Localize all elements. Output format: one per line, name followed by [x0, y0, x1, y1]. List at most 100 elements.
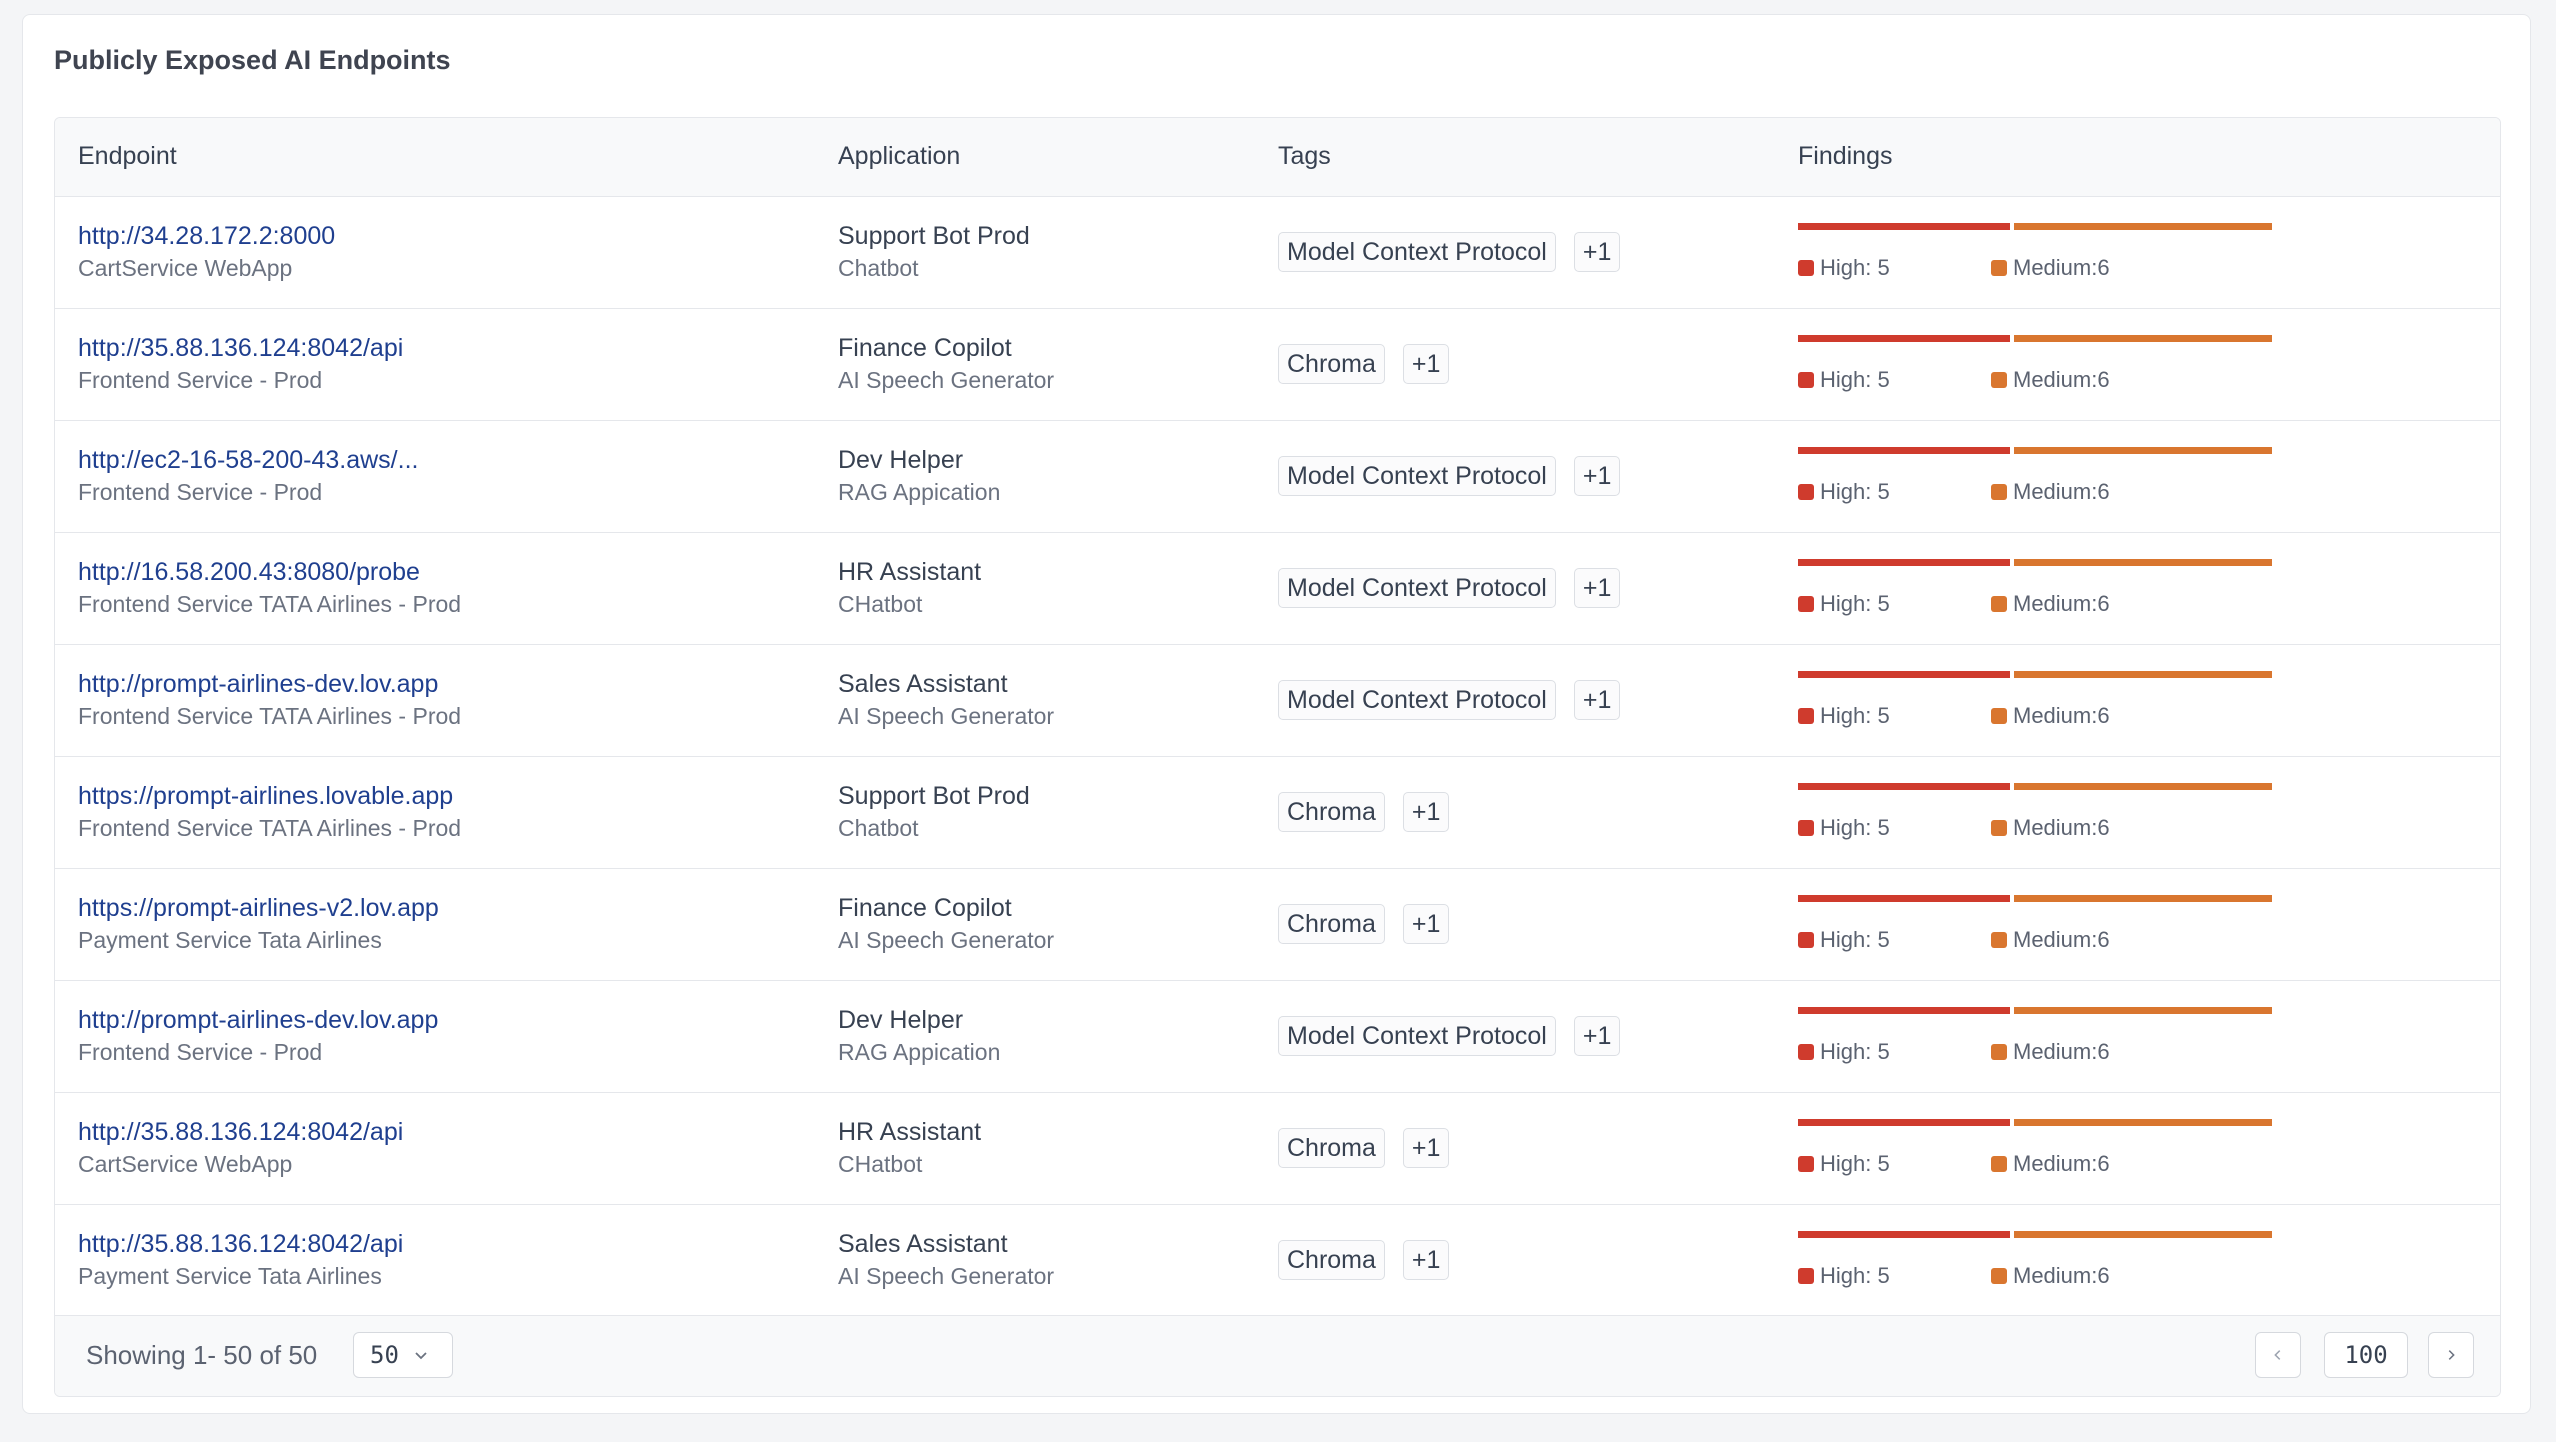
table-row[interactable]: http://35.88.136.124:8042/api CartServic… [55, 1092, 2500, 1204]
endpoints-card: Publicly Exposed AI Endpoints Endpoint A… [22, 14, 2531, 1414]
endpoint-link[interactable]: http://prompt-airlines-dev.lov.app [78, 670, 439, 698]
findings-legend: High: 5 Medium:6 [1798, 703, 2500, 729]
findings-legend: High: 5 Medium:6 [1798, 479, 2500, 505]
column-header-tags[interactable]: Tags [1278, 118, 1798, 197]
more-tags-chip[interactable]: +1 [1402, 904, 1450, 944]
high-legend: High: 5 [1798, 367, 1890, 393]
table-row[interactable]: http://16.58.200.43:8080/probe Frontend … [55, 532, 2500, 644]
application-type: Chatbot [838, 815, 919, 841]
more-tags-chip[interactable]: +1 [1573, 680, 1621, 720]
more-tags-chip[interactable]: +1 [1573, 232, 1621, 272]
page-size-value: 50 [370, 1341, 399, 1369]
findings-cell: High: 5 Medium:6 [1798, 420, 2500, 532]
tag-chip[interactable]: Model Context Protocol [1278, 1016, 1556, 1056]
column-header-application[interactable]: Application [838, 118, 1278, 197]
more-tags-chip[interactable]: +1 [1402, 1240, 1450, 1280]
medium-legend: Medium:6 [1991, 815, 2110, 841]
more-tags-chip[interactable]: +1 [1402, 1128, 1450, 1168]
high-dot-icon [1798, 708, 1814, 724]
more-tags-chip[interactable]: +1 [1573, 1016, 1621, 1056]
application-type: AI Speech Generator [838, 1263, 1055, 1289]
medium-count: Medium:6 [2013, 703, 2110, 728]
endpoint-link[interactable]: https://prompt-airlines-v2.lov.app [78, 894, 439, 922]
table-row[interactable]: https://prompt-airlines.lovable.app Fron… [55, 756, 2500, 868]
tag-chip[interactable]: Chroma [1278, 1128, 1385, 1168]
findings-legend: High: 5 Medium:6 [1798, 1263, 2500, 1289]
findings-bar [1798, 447, 2272, 457]
tag-chip[interactable]: Chroma [1278, 904, 1385, 944]
high-count: High: 5 [1820, 479, 1890, 504]
tag-chip[interactable]: Model Context Protocol [1278, 568, 1556, 608]
high-legend: High: 5 [1798, 479, 1890, 505]
tag-chip[interactable]: Model Context Protocol [1278, 456, 1556, 496]
table-row[interactable]: http://prompt-airlines-dev.lov.app Front… [55, 980, 2500, 1092]
table-row[interactable]: http://35.88.136.124:8042/api Frontend S… [55, 308, 2500, 420]
endpoint-link[interactable]: http://34.28.172.2:8000 [78, 222, 336, 250]
showing-count: Showing 1- 50 of 50 [86, 1340, 318, 1370]
application-name: Dev Helper [838, 1006, 964, 1034]
column-header-findings[interactable]: Findings [1798, 118, 2500, 197]
table-header-row: Endpoint Application Tags Findings [55, 118, 2500, 197]
medium-dot-icon [1991, 708, 2007, 724]
medium-dot-icon [1991, 596, 2007, 612]
endpoint-link[interactable]: http://ec2-16-58-200-43.aws/... [78, 446, 419, 474]
page-size-select[interactable]: 50 [353, 1332, 453, 1378]
medium-count: Medium:6 [2013, 815, 2110, 840]
table-row[interactable]: http://ec2-16-58-200-43.aws/... Frontend… [55, 420, 2500, 532]
high-dot-icon [1798, 932, 1814, 948]
more-tags-chip[interactable]: +1 [1402, 792, 1450, 832]
tag-chip[interactable]: Model Context Protocol [1278, 680, 1556, 720]
endpoint-link[interactable]: http://35.88.136.124:8042/api [78, 334, 404, 362]
more-tags-chip[interactable]: +1 [1573, 456, 1621, 496]
application-type: Chatbot [838, 255, 919, 281]
medium-legend: Medium:6 [1991, 927, 2110, 953]
tag-chip[interactable]: Model Context Protocol [1278, 232, 1556, 272]
table-row[interactable]: https://prompt-airlines-v2.lov.app Payme… [55, 868, 2500, 980]
endpoint-link[interactable]: https://prompt-airlines.lovable.app [78, 782, 454, 810]
findings-legend: High: 5 Medium:6 [1798, 1039, 2500, 1065]
table-row[interactable]: http://35.88.136.124:8042/api Payment Se… [55, 1204, 2500, 1316]
findings-cell: High: 5 Medium:6 [1798, 1092, 2500, 1204]
endpoint-link[interactable]: http://16.58.200.43:8080/probe [78, 558, 420, 586]
high-findings-bar [1798, 895, 2010, 902]
medium-legend: Medium:6 [1991, 255, 2110, 281]
endpoint-service: CartService WebApp [78, 1151, 293, 1177]
findings-cell: High: 5 Medium:6 [1798, 756, 2500, 868]
application-name: Support Bot Prod [838, 222, 1030, 250]
high-count: High: 5 [1820, 591, 1890, 616]
application-name: Finance Copilot [838, 334, 1012, 362]
findings-legend: High: 5 Medium:6 [1798, 255, 2500, 281]
medium-dot-icon [1991, 484, 2007, 500]
tags-cell: Model Context Protocol +1 [1278, 196, 1798, 308]
application-cell: Finance Copilot AI Speech Generator [838, 308, 1278, 420]
endpoint-link[interactable]: http://prompt-airlines-dev.lov.app [78, 1006, 439, 1034]
endpoints-table: Endpoint Application Tags Findings http:… [54, 117, 2501, 1397]
page-number-field[interactable]: 100 [2324, 1332, 2408, 1378]
next-page-button[interactable] [2428, 1332, 2474, 1378]
endpoint-service: Frontend Service TATA Airlines - Prod [78, 591, 462, 617]
tags-cell: Chroma +1 [1278, 1204, 1798, 1316]
tags-cell: Chroma +1 [1278, 1092, 1798, 1204]
prev-page-button[interactable] [2255, 1332, 2301, 1378]
tags-cell: Chroma +1 [1278, 308, 1798, 420]
medium-legend: Medium:6 [1991, 1039, 2110, 1065]
more-tags-chip[interactable]: +1 [1402, 344, 1450, 384]
high-count: High: 5 [1820, 1039, 1890, 1064]
application-type: AI Speech Generator [838, 703, 1055, 729]
table-row[interactable]: http://prompt-airlines-dev.lov.app Front… [55, 644, 2500, 756]
endpoint-cell: https://prompt-airlines-v2.lov.app Payme… [55, 868, 838, 980]
table-row[interactable]: http://34.28.172.2:8000 CartService WebA… [55, 196, 2500, 308]
high-dot-icon [1798, 372, 1814, 388]
more-tags-chip[interactable]: +1 [1573, 568, 1621, 608]
endpoint-link[interactable]: http://35.88.136.124:8042/api [78, 1230, 404, 1258]
tag-chip[interactable]: Chroma [1278, 1240, 1385, 1280]
endpoint-link[interactable]: http://35.88.136.124:8042/api [78, 1118, 404, 1146]
column-header-endpoint[interactable]: Endpoint [55, 118, 838, 197]
findings-cell: High: 5 Medium:6 [1798, 644, 2500, 756]
medium-count: Medium:6 [2013, 927, 2110, 952]
application-type: RAG Appication [838, 1039, 1001, 1065]
high-findings-bar [1798, 559, 2010, 566]
tag-chip[interactable]: Chroma [1278, 344, 1385, 384]
high-legend: High: 5 [1798, 815, 1890, 841]
tag-chip[interactable]: Chroma [1278, 792, 1385, 832]
